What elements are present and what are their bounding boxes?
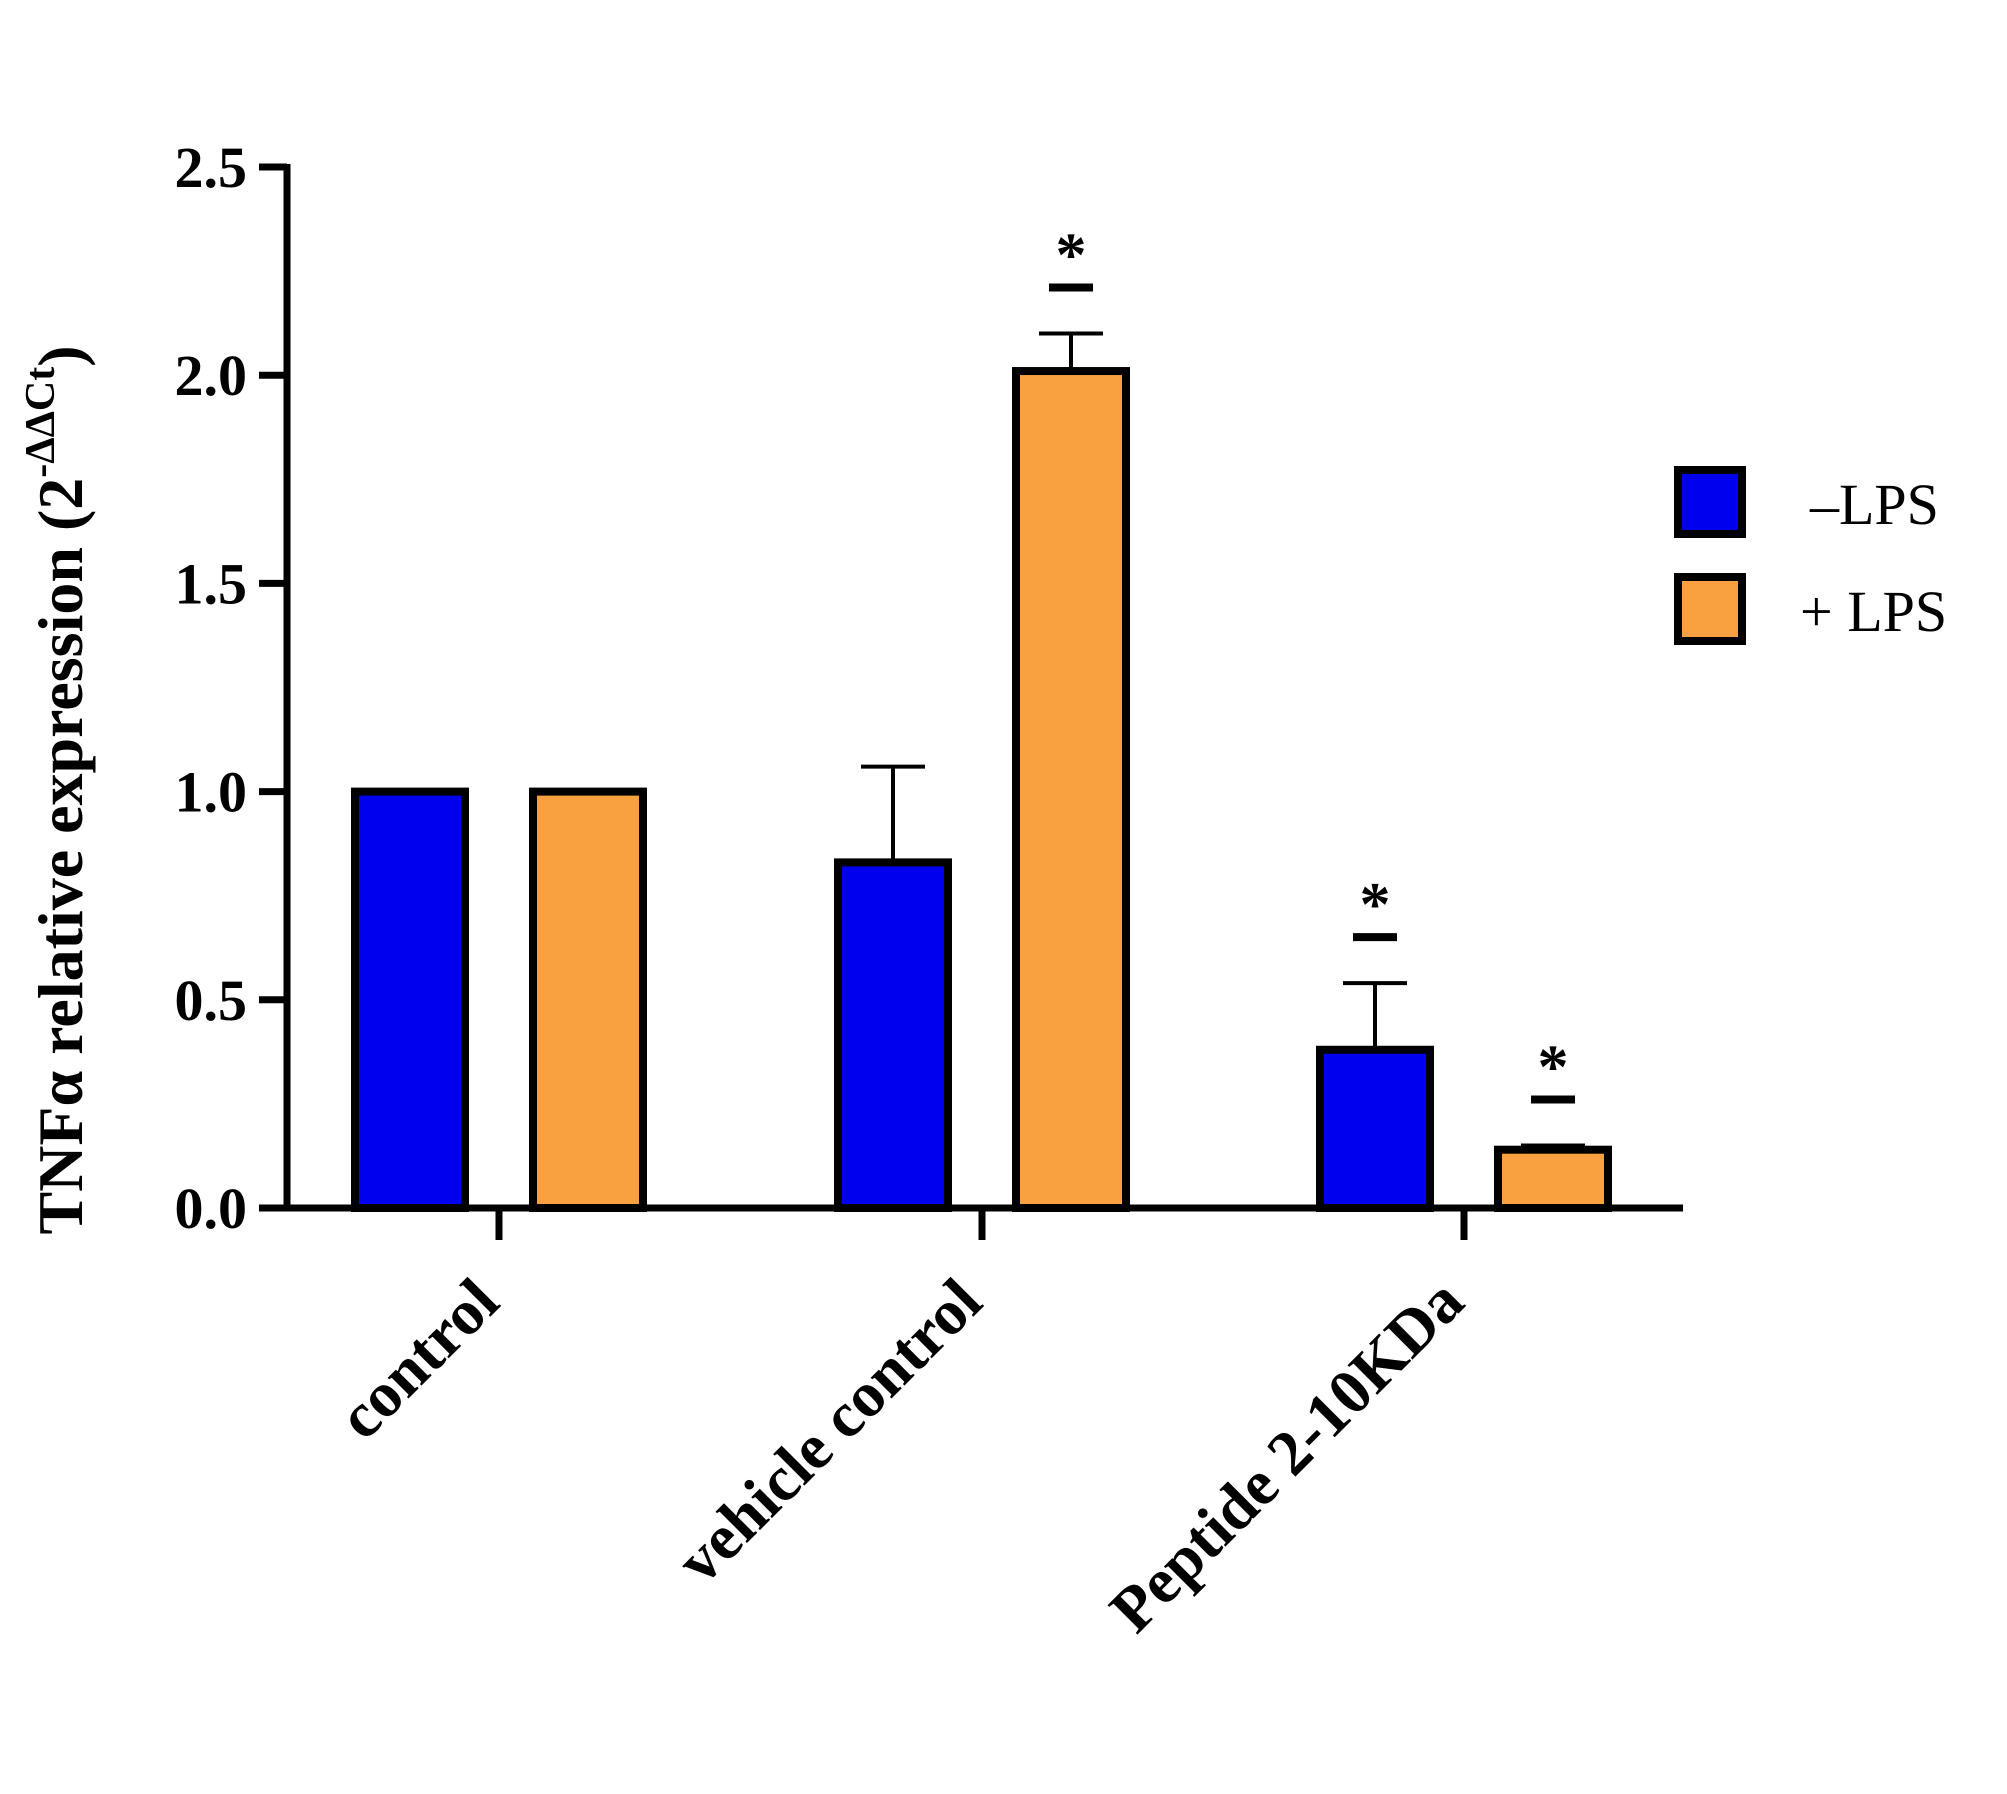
y-tick-label-2: 1.0 [175, 760, 248, 825]
y-axis-title-main: TNFα relative expression (2 [25, 478, 96, 1235]
bar-1-0 [529, 787, 647, 1212]
legend-label-1: + LPS [1800, 579, 1947, 644]
legend-label-0: –LPS [1809, 472, 1939, 537]
x-category-label-2: Peptide 2-10KDa [1096, 1265, 1477, 1646]
significance-star-0-2: * [1360, 871, 1391, 939]
bar-0-1 [834, 858, 952, 1212]
y-tick-label-4: 2.0 [175, 343, 248, 408]
x-category-label-1: vehicle control [663, 1265, 995, 1597]
significance-star-1-1: * [1056, 222, 1087, 290]
y-tick-label-0: 0.0 [175, 1176, 248, 1241]
y-axis-title-close: ) [25, 345, 96, 366]
y-tick-label-5: 2.5 [175, 135, 248, 200]
y-axis-title-superscript: -ΔΔCt [18, 367, 64, 478]
significance-star-1-2: * [1538, 1034, 1569, 1102]
bar-1-1 [1012, 367, 1130, 1212]
plot-area: 0.0 0.5 1.0 1.5 2.0 2.5 control vehicle control… [175, 135, 1683, 1646]
y-tick-label-3: 1.5 [175, 551, 248, 616]
bar-1-2 [1494, 1145, 1612, 1212]
legend-swatch-1 [1674, 573, 1746, 645]
y-axis-title: TNFα relative expression (2-ΔΔCt) [18, 345, 96, 1234]
y-tick-label-1: 0.5 [175, 968, 248, 1033]
bar-0-2 [1316, 1045, 1434, 1212]
x-category-label-0: control [324, 1265, 512, 1453]
legend-swatch-0 [1674, 466, 1746, 538]
y-axis-title-group: TNFα relative expression (2-ΔΔCt) [18, 345, 96, 1234]
legend: –LPS + LPS [1674, 466, 1947, 645]
bar-0-0 [351, 787, 469, 1212]
